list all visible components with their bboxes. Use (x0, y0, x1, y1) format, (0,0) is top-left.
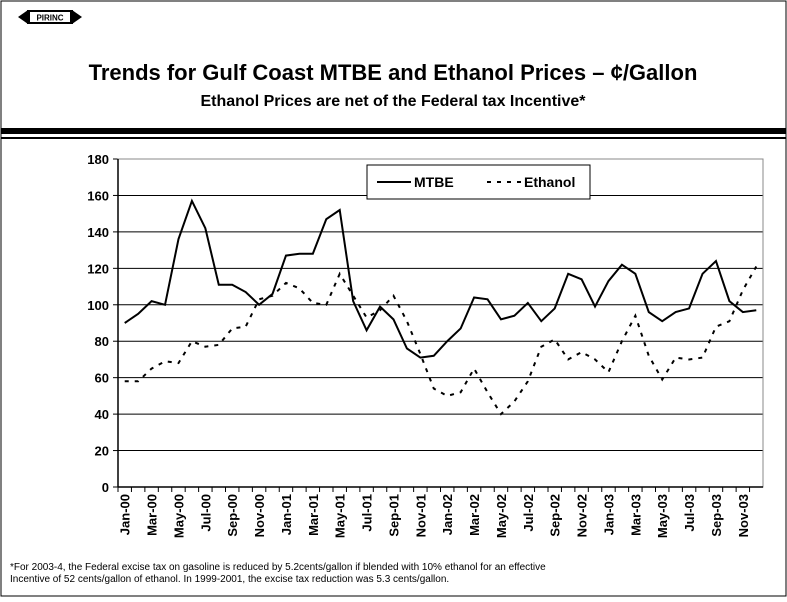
x-tick-label: Jul-01 (360, 494, 375, 532)
series-line (124, 198, 757, 359)
divider (1, 128, 786, 134)
x-tick-label: Nov-01 (413, 494, 428, 537)
x-tick-label: Sep-02 (548, 494, 563, 537)
x-tick-label: Sep-00 (225, 494, 240, 537)
y-tick-label: 160 (87, 188, 109, 203)
legend-label: MTBE (414, 174, 454, 190)
x-tick-label: Jul-02 (521, 494, 536, 532)
x-tick-label: Mar-02 (467, 494, 482, 536)
x-tick-label: Jan-00 (118, 494, 133, 535)
y-tick-label: 0 (102, 480, 109, 495)
x-tick-label: May-03 (655, 494, 670, 538)
x-tick-label: Nov-00 (252, 494, 267, 537)
legend: MTBE Ethanol (366, 164, 591, 200)
x-tick-label: Jan-02 (440, 494, 455, 535)
x-tick-label: Mar-03 (628, 494, 643, 536)
y-tick-label: 40 (95, 407, 109, 422)
x-tick-label: May-00 (171, 494, 186, 538)
legend-box (366, 164, 591, 200)
series-line (124, 266, 758, 416)
x-tick-label: May-01 (333, 494, 348, 538)
y-tick-label: 180 (87, 152, 109, 167)
x-tick-label: Jan-01 (279, 494, 294, 535)
title: Trends for Gulf Coast MTBE and Ethanol P… (89, 60, 698, 85)
y-tick-label: 100 (87, 298, 109, 313)
logo-text: PIRINC (36, 14, 63, 23)
y-tick-label: 80 (95, 334, 109, 349)
x-tick-label: Mar-01 (306, 494, 321, 536)
x-tick-label: Jul-00 (198, 494, 213, 532)
x-tick-label: Jul-03 (682, 494, 697, 532)
x-tick-label: Mar-00 (145, 494, 160, 536)
subtitle: Ethanol Prices are net of the Federal ta… (200, 93, 586, 110)
x-tick-label: Sep-01 (386, 494, 401, 537)
footnote: *For 2003-4, the Federal excise tax on g… (10, 562, 546, 573)
y-tick-label: 120 (87, 261, 109, 276)
divider (1, 137, 786, 139)
y-tick-label: 60 (95, 371, 109, 386)
legend-label: Ethanol (524, 174, 575, 190)
y-tick-label: 140 (87, 225, 109, 240)
x-tick-label: Sep-03 (709, 494, 724, 537)
x-tick-label: Nov-03 (736, 494, 751, 537)
x-tick-label: Jan-03 (601, 494, 616, 535)
y-tick-label: 20 (95, 444, 109, 459)
x-tick-label: Nov-02 (575, 494, 590, 537)
logo: PIRINC (18, 10, 82, 24)
x-tick-label: May-02 (494, 494, 509, 538)
footnote: Incentive of 52 cents/gallon of ethanol.… (10, 574, 449, 585)
